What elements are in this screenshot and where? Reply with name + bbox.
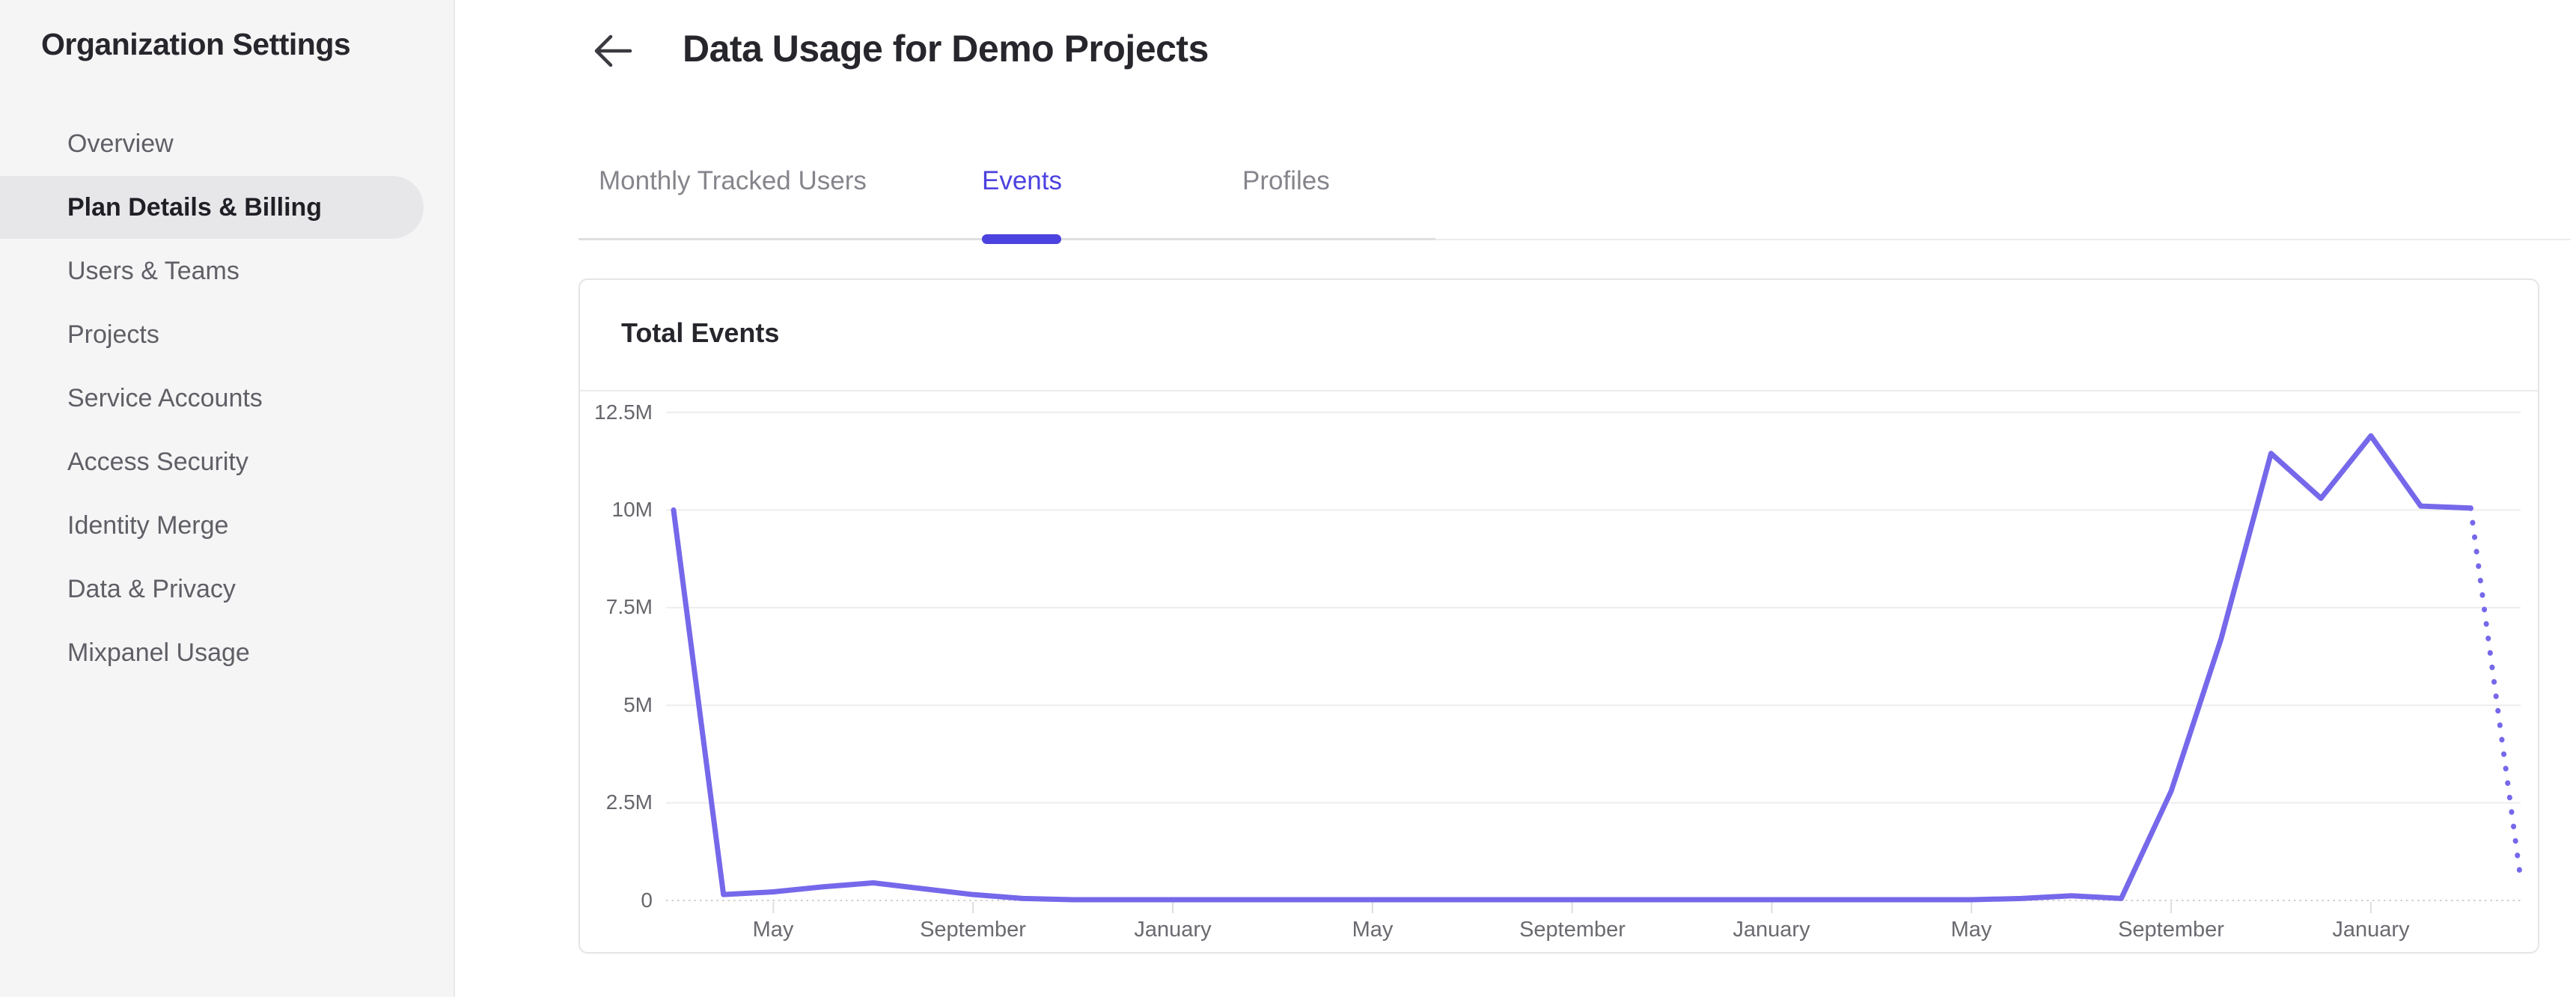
sidebar-item-data-privacy[interactable]: Data & Privacy [67,574,236,603]
tab-monthly-tracked-users[interactable]: Monthly Tracked Users [599,166,867,195]
sidebar-item-users-teams[interactable]: Users & Teams [67,256,239,285]
x-axis-label-3: May [1352,918,1394,942]
events-line-projected-dotted [2467,505,2524,882]
sidebar-item-plan-details-billing[interactable]: Plan Details & Billing [0,176,424,239]
y-axis-label-5m: 5M [623,693,653,716]
y-axis-label-10m: 10M [611,498,653,521]
sidebar-item-projects[interactable]: Projects [67,320,159,349]
back-button[interactable] [591,30,636,72]
tab-events[interactable]: Events [982,166,1062,195]
active-tab-underline [982,234,1061,244]
y-axis-label-7-5m: 7.5M [605,595,653,618]
sidebar-title: Organization Settings [41,27,351,61]
sidebar-item-access-security[interactable]: Access Security [67,447,248,476]
page-title: Data Usage for Demo Projects [683,28,1209,70]
total-events-line-chart [666,412,2524,913]
tab-profiles[interactable]: Profiles [1242,166,1330,195]
x-axis-label-1: September [920,918,1026,942]
sidebar-item-service-accounts[interactable]: Service Accounts [67,383,263,412]
x-axis-label-2: January [1134,918,1212,942]
chart-x-tick-marks [772,902,2372,913]
chart-title: Total Events [621,317,780,348]
x-axis-label-5: January [1733,918,1810,942]
card-header-divider [580,390,2538,391]
x-axis-label-7: September [2118,918,2224,942]
x-axis-label-8: January [2332,918,2410,942]
tabs-bottom-rule [579,239,2571,240]
y-axis-label-0: 0 [641,888,653,912]
sidebar-item-identity-merge[interactable]: Identity Merge [67,510,229,540]
sidebar-item-overview[interactable]: Overview [67,129,174,158]
y-axis-label-12-5m: 12.5M [594,400,653,424]
arrow-left-icon [594,34,632,67]
sidebar: Organization Settings Overview Plan Deta… [0,0,455,997]
y-axis-label-2-5m: 2.5M [605,790,653,814]
x-axis-label-6: May [1950,918,1992,942]
x-axis-label-4: September [1519,918,1626,942]
x-axis-label-0: May [752,918,794,942]
sidebar-item-mixpanel-usage[interactable]: Mixpanel Usage [67,638,250,667]
events-line-solid [671,433,2473,903]
chart-gridlines [666,412,2521,901]
